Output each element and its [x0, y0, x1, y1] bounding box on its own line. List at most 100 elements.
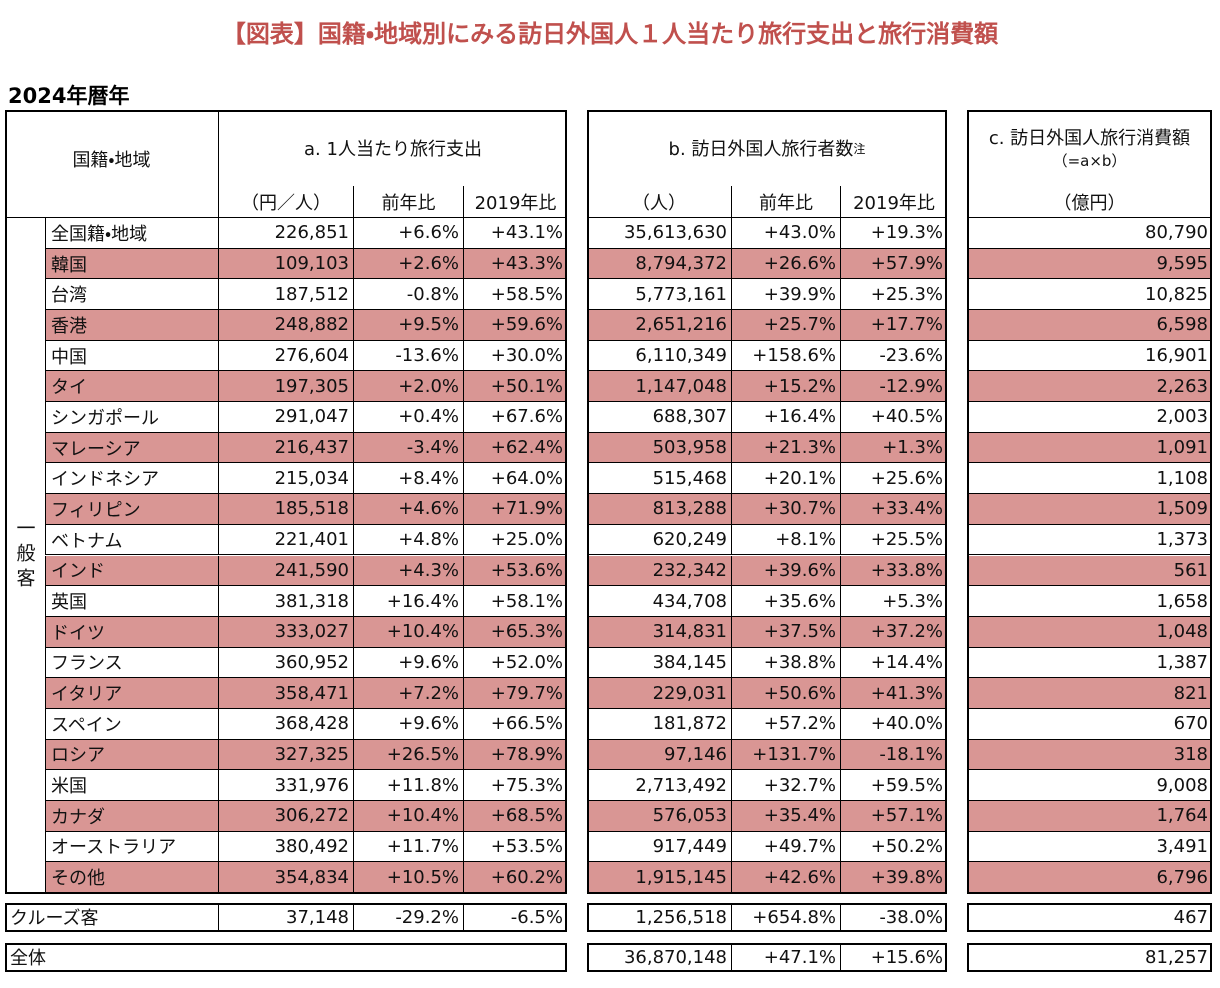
- cell: +131.7%: [731, 739, 840, 771]
- cell: +17.7%: [840, 310, 947, 341]
- cell: -13.6%: [353, 340, 463, 372]
- cell: 232,342: [587, 555, 731, 587]
- cell: 318: [967, 739, 1212, 771]
- cell: +67.6%: [463, 402, 567, 433]
- cell: 187,512: [218, 279, 353, 311]
- cell: 576,053: [587, 800, 731, 832]
- cell: 688,307: [587, 402, 731, 433]
- unit-header: 前年比: [353, 186, 463, 218]
- cell: +75.3%: [463, 770, 567, 801]
- cell: +25.0%: [463, 524, 567, 556]
- cell: 354,834: [218, 862, 353, 893]
- cell: +40.5%: [840, 402, 947, 433]
- row-label: 全国籍・地域: [45, 218, 218, 249]
- cell: 331,976: [218, 770, 353, 801]
- cell: 109,103: [218, 248, 353, 280]
- cell: 197,305: [218, 371, 353, 403]
- cell: 368,428: [218, 708, 353, 740]
- cell: 2,003: [967, 402, 1212, 433]
- cell: +30.7%: [731, 494, 840, 525]
- cell: +9.6%: [353, 647, 463, 679]
- row-label: インド: [45, 555, 218, 587]
- row-label: ロシア: [45, 739, 218, 771]
- cell: +9.5%: [353, 310, 463, 341]
- cell: +78.9%: [463, 739, 567, 771]
- cell: 216,437: [218, 432, 353, 464]
- cell: 467: [1173, 906, 1208, 928]
- cell: 181,872: [587, 709, 731, 740]
- table-frame: [587, 943, 947, 972]
- cell: +43.1%: [463, 218, 567, 249]
- row-label: マレーシア: [45, 432, 218, 464]
- note-mark: 注: [853, 141, 866, 156]
- table-frame: [587, 903, 947, 932]
- cell: 226,851: [218, 218, 353, 249]
- cell: +2.0%: [353, 371, 463, 403]
- cell: 1,373: [967, 525, 1212, 556]
- cell: +32.7%: [731, 770, 840, 801]
- cell: 381,318: [218, 586, 353, 617]
- cell: +37.2%: [840, 616, 947, 648]
- cell: 917,449: [587, 832, 731, 863]
- cell: +33.8%: [840, 555, 947, 587]
- cell: 380,492: [218, 831, 353, 863]
- cell: 248,882: [218, 310, 353, 341]
- cell: +58.1%: [463, 586, 567, 617]
- column-header: b. 訪日外国人旅行者数注: [668, 139, 866, 160]
- cell: +62.4%: [463, 432, 567, 464]
- cell: 3,491: [967, 832, 1212, 863]
- cell: 2,713,492: [587, 770, 731, 801]
- cell: 1,509: [967, 494, 1212, 525]
- cell: +654.8%: [731, 903, 840, 931]
- cell: +7.2%: [353, 678, 463, 709]
- cell: 670: [967, 709, 1212, 740]
- unit-header: 2019年比: [463, 186, 567, 218]
- table-frame: [5, 943, 567, 972]
- unit-header: 前年比: [731, 186, 840, 218]
- cell: +39.9%: [731, 279, 840, 311]
- cell: +4.3%: [353, 555, 463, 587]
- cell: 1,048: [967, 616, 1212, 648]
- cell: 1,147,048: [587, 371, 731, 403]
- cell: +25.6%: [840, 463, 947, 495]
- cell: +1.3%: [840, 432, 947, 464]
- cell: 327,325: [218, 739, 353, 771]
- cell: 276,604: [218, 340, 353, 372]
- cell: 80,790: [967, 218, 1212, 249]
- cell: -38.0%: [840, 903, 947, 931]
- cell: +57.2%: [731, 708, 840, 740]
- cell: 35,613,630: [587, 218, 731, 249]
- cell: +10.5%: [353, 862, 463, 893]
- table-frame: [587, 110, 947, 894]
- cell: +26.6%: [731, 248, 840, 280]
- cell: +15.2%: [731, 371, 840, 403]
- column-header: （=a×b）: [1052, 151, 1127, 170]
- cell: +11.8%: [353, 770, 463, 801]
- cell: 503,958: [587, 432, 731, 464]
- row-label: ドイツ: [45, 616, 218, 648]
- cell: +35.4%: [731, 800, 840, 832]
- cell: 215,034: [218, 463, 353, 495]
- unit-header: （人）: [587, 186, 731, 218]
- cell: 6,110,349: [587, 341, 731, 372]
- cell: +42.6%: [731, 862, 840, 893]
- cell: +41.3%: [840, 678, 947, 709]
- cell: 384,145: [587, 648, 731, 679]
- cell: 1,764: [967, 800, 1212, 832]
- table-frame: [967, 110, 1212, 894]
- cell: +59.5%: [840, 770, 947, 801]
- cell: +47.1%: [731, 943, 840, 971]
- cell: 358,471: [218, 678, 353, 709]
- row-label: 台湾: [45, 279, 218, 311]
- cell: +8.1%: [731, 524, 840, 556]
- cell: +64.0%: [463, 463, 567, 495]
- cell: +10.4%: [353, 616, 463, 648]
- cell: 306,272: [218, 800, 353, 832]
- cell: +25.5%: [840, 524, 947, 556]
- cell: 515,468: [587, 463, 731, 495]
- cell: +0.4%: [353, 402, 463, 433]
- cell: +50.6%: [731, 678, 840, 709]
- cell: +4.6%: [353, 494, 463, 525]
- cell: +50.1%: [463, 371, 567, 403]
